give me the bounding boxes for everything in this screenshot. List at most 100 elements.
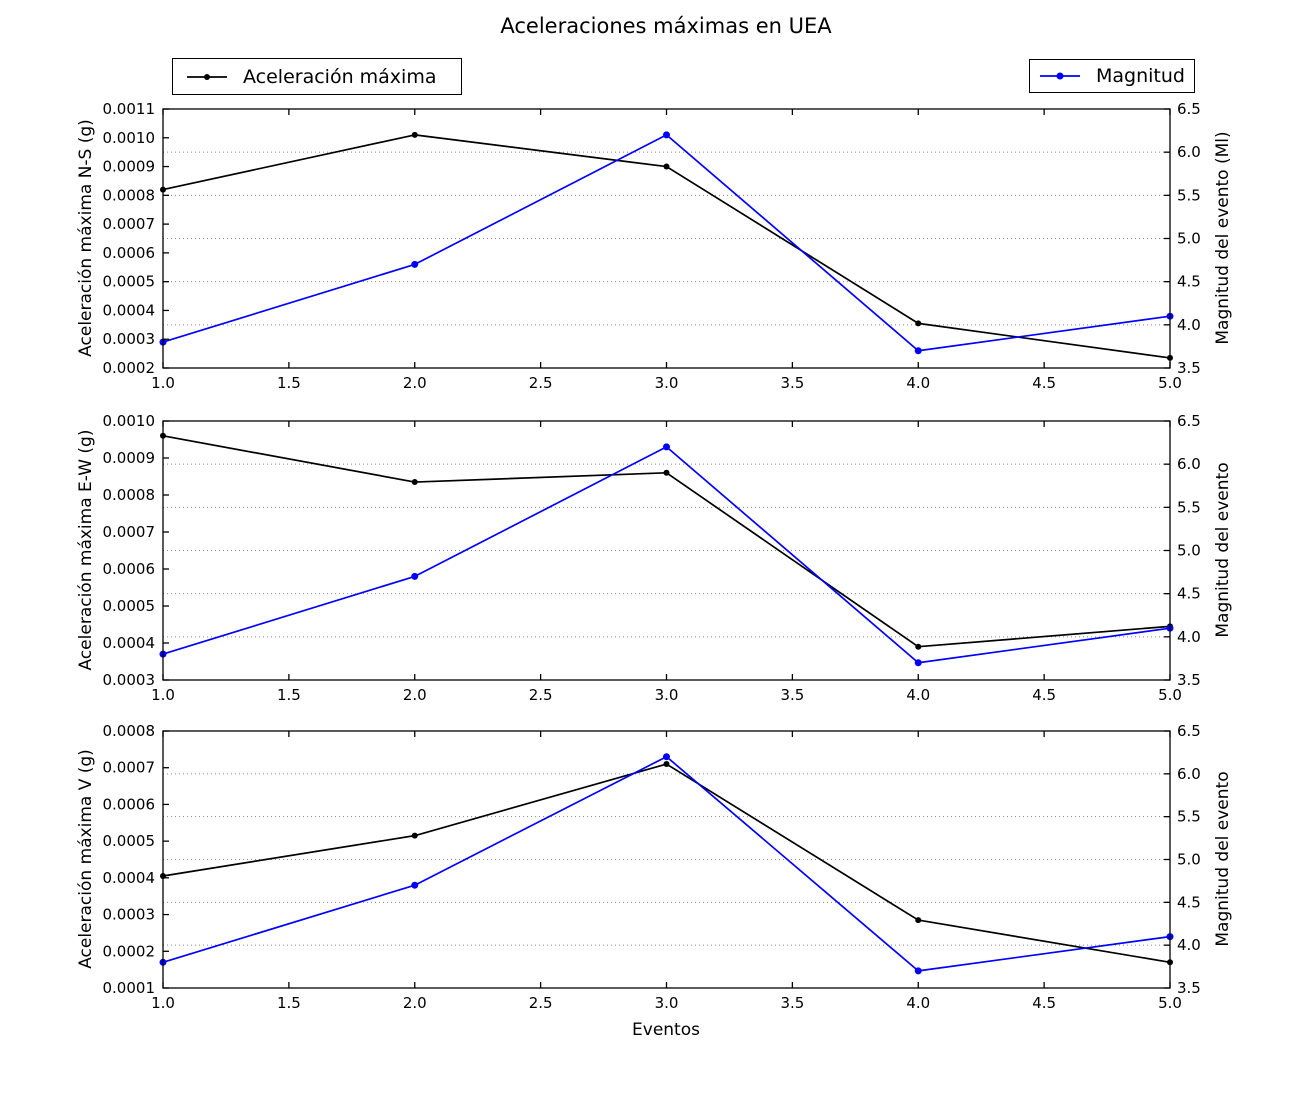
x-tick-label: 5.0: [1158, 994, 1182, 1012]
plot-border: [162, 108, 1171, 369]
x-tick-label: 3.0: [655, 686, 679, 704]
y-tick-label-left: 0.0005: [103, 832, 156, 850]
data-point-marker: [914, 347, 922, 355]
y-tick-label-right: 5.5: [1177, 186, 1201, 204]
data-point-marker: [411, 260, 419, 268]
data-point-marker: [915, 320, 922, 327]
y-tick-label-left: 0.0001: [103, 979, 156, 997]
data-point-marker: [915, 643, 922, 650]
y-tick-label-left: 0.0003: [103, 330, 156, 348]
y-tick-label-right: 5.0: [1177, 230, 1201, 248]
figure-title: Aceleraciones máximas en UEA: [500, 14, 832, 38]
data-point-marker: [914, 659, 922, 667]
x-tick-label: 3.5: [780, 994, 804, 1012]
y-tick-label-left: 0.0004: [103, 869, 156, 887]
x-tick-label: 1.0: [151, 994, 175, 1012]
x-tick-label: 1.0: [151, 686, 175, 704]
x-tick-label: 4.5: [1032, 686, 1056, 704]
y-tick-label-right: 5.5: [1177, 498, 1201, 516]
y-tick-label-right: 6.5: [1177, 412, 1201, 430]
y-tick-label-right: 6.0: [1177, 455, 1201, 473]
x-tick-label: 1.5: [277, 686, 301, 704]
x-tick-label: 3.0: [655, 994, 679, 1012]
data-point-marker: [663, 469, 670, 476]
y-tick-label-left: 0.0011: [103, 100, 156, 118]
y-tick-label-left: 0.0010: [103, 412, 156, 430]
data-point-marker: [663, 163, 670, 170]
x-tick-label: 4.0: [906, 994, 930, 1012]
x-tick-label: 2.5: [529, 374, 553, 392]
y-tick-label-right: 5.5: [1177, 808, 1201, 826]
y-tick-label-right: 3.5: [1177, 979, 1201, 997]
y-tick-label-left: 0.0007: [103, 215, 156, 233]
data-point-marker: [663, 131, 670, 139]
data-point-marker: [914, 967, 922, 975]
legend-magnitud: Magnitud: [1029, 59, 1195, 93]
data-point-marker: [411, 479, 418, 486]
x-tick-label: 3.5: [780, 374, 804, 392]
data-point-marker: [663, 753, 670, 761]
y-tick-label-left: 0.0008: [103, 722, 156, 740]
x-tick-label: 4.5: [1032, 994, 1056, 1012]
x-tick-label: 2.5: [529, 994, 553, 1012]
y-tick-label-left: 0.0004: [103, 634, 156, 652]
x-tick-label: 2.5: [529, 686, 553, 704]
y-tick-label-left: 0.0002: [103, 942, 156, 960]
plot-border: [162, 420, 1171, 681]
y-tick-label-right: 6.5: [1177, 722, 1201, 740]
y-tick-label-right: 6.0: [1177, 143, 1201, 161]
data-line-magnitud: [162, 446, 1171, 664]
data-point-marker: [411, 572, 419, 580]
data-line-aceleracion: [162, 763, 1171, 964]
x-tick-label: 3.0: [655, 374, 679, 392]
y-tick-label-left: 0.0004: [103, 301, 156, 319]
y-tick-label-left: 0.0007: [103, 759, 156, 777]
y-tick-label-left: 0.0008: [103, 486, 156, 504]
y-tick-label-left: 0.0008: [103, 186, 156, 204]
legend-line-sample-black: [187, 73, 227, 80]
legend-aceleracion-maxima: Aceleración máxima: [172, 58, 462, 95]
y-tick-label-right: 4.0: [1177, 628, 1201, 646]
x-tick-label: 1.0: [151, 374, 175, 392]
y-tick-label-left: 0.0007: [103, 523, 156, 541]
y-tick-label-right: 6.5: [1177, 100, 1201, 118]
data-point-marker: [411, 131, 418, 138]
y-tick-label-right: 4.5: [1177, 273, 1201, 291]
y-tick-label-right: 6.0: [1177, 765, 1201, 783]
x-tick-label: 1.5: [277, 994, 301, 1012]
y-tick-label-left: 0.0006: [103, 560, 156, 578]
legend-label-magnitud: Magnitud: [1096, 65, 1185, 87]
y-tick-label-right: 3.5: [1177, 359, 1201, 377]
y-tick-label-left: 0.0005: [103, 597, 156, 615]
y-tick-label-right: 5.0: [1177, 851, 1201, 869]
y-tick-label-left: 0.0003: [103, 906, 156, 924]
data-point-marker: [663, 443, 670, 451]
y-tick-label-left: 0.0002: [103, 359, 156, 377]
legend-line-sample-blue: [1040, 72, 1080, 80]
x-tick-label: 4.0: [906, 374, 930, 392]
y-tick-label-left: 0.0009: [103, 449, 156, 467]
y-tick-label-left: 0.0005: [103, 273, 156, 291]
xaxis-label: Eventos: [632, 1020, 700, 1040]
x-tick-label: 5.0: [1158, 374, 1182, 392]
x-tick-label: 3.5: [780, 686, 804, 704]
y-tick-label-left: 0.0010: [103, 129, 156, 147]
y-tick-label-right: 4.0: [1177, 936, 1201, 954]
data-point-marker: [663, 761, 670, 768]
x-tick-label: 2.0: [403, 374, 427, 392]
x-tick-label: 2.0: [403, 994, 427, 1012]
y-tick-label-left: 0.0006: [103, 244, 156, 262]
legend-label-aceleracion: Aceleración máxima: [243, 65, 437, 88]
data-point-marker: [915, 917, 922, 924]
x-tick-label: 2.0: [403, 686, 427, 704]
x-tick-label: 4.0: [906, 686, 930, 704]
x-tick-label: 4.5: [1032, 374, 1056, 392]
y-tick-label-right: 4.5: [1177, 585, 1201, 603]
data-point-marker: [411, 832, 418, 839]
y-tick-label-left: 0.0009: [103, 158, 156, 176]
x-tick-label: 5.0: [1158, 686, 1182, 704]
plot-border: [162, 730, 1171, 989]
y-tick-label-right: 5.0: [1177, 542, 1201, 560]
